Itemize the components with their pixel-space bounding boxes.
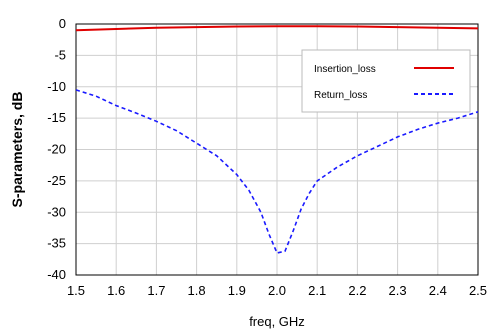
x-tick-label: 1.8 <box>188 283 206 298</box>
y-tick-label: -20 <box>47 142 66 157</box>
y-tick-label: -25 <box>47 173 66 188</box>
x-tick-label: 2.4 <box>429 283 447 298</box>
x-tick-label: 2.3 <box>389 283 407 298</box>
legend: Insertion_loss Return_loss <box>301 49 471 113</box>
series-line-return-loss <box>75 89 479 254</box>
series-layer <box>75 25 479 254</box>
x-tick-labels: 1.5 1.6 1.7 1.8 1.9 2.0 2.1 2.2 2.3 2.4 2.5 <box>67 283 487 298</box>
y-tick-label: -30 <box>47 204 66 219</box>
x-tick-label: 2.1 <box>308 283 326 298</box>
legend-label: Return_loss <box>314 90 367 101</box>
x-tick-label: 2.2 <box>348 283 366 298</box>
x-tick-label: 2.0 <box>268 283 286 298</box>
y-axis-label: S-parameters, dB <box>9 92 25 208</box>
y-tick-label: -35 <box>47 236 66 251</box>
plot-area-frame <box>75 23 479 276</box>
y-tick-label: 0 <box>59 16 66 31</box>
x-tick-label: 2.5 <box>469 283 487 298</box>
x-tick-label: 1.9 <box>228 283 246 298</box>
x-tick-label: 1.5 <box>67 283 85 298</box>
series-line-insertion-loss <box>75 25 479 32</box>
y-tick-label: -40 <box>47 267 66 282</box>
x-tick-label: 1.7 <box>147 283 165 298</box>
y-tick-label: -5 <box>54 47 66 62</box>
legend-label: Insertion_loss <box>314 64 376 75</box>
y-tick-label: -15 <box>47 110 66 125</box>
y-tick-label: -10 <box>47 79 66 94</box>
y-tick-labels: 0 -5 -10 -15 -20 -25 -30 -35 -40 <box>47 16 66 282</box>
x-tick-label: 1.6 <box>107 283 125 298</box>
x-axis-label: freq, GHz <box>249 314 305 329</box>
legend-box <box>301 49 471 113</box>
